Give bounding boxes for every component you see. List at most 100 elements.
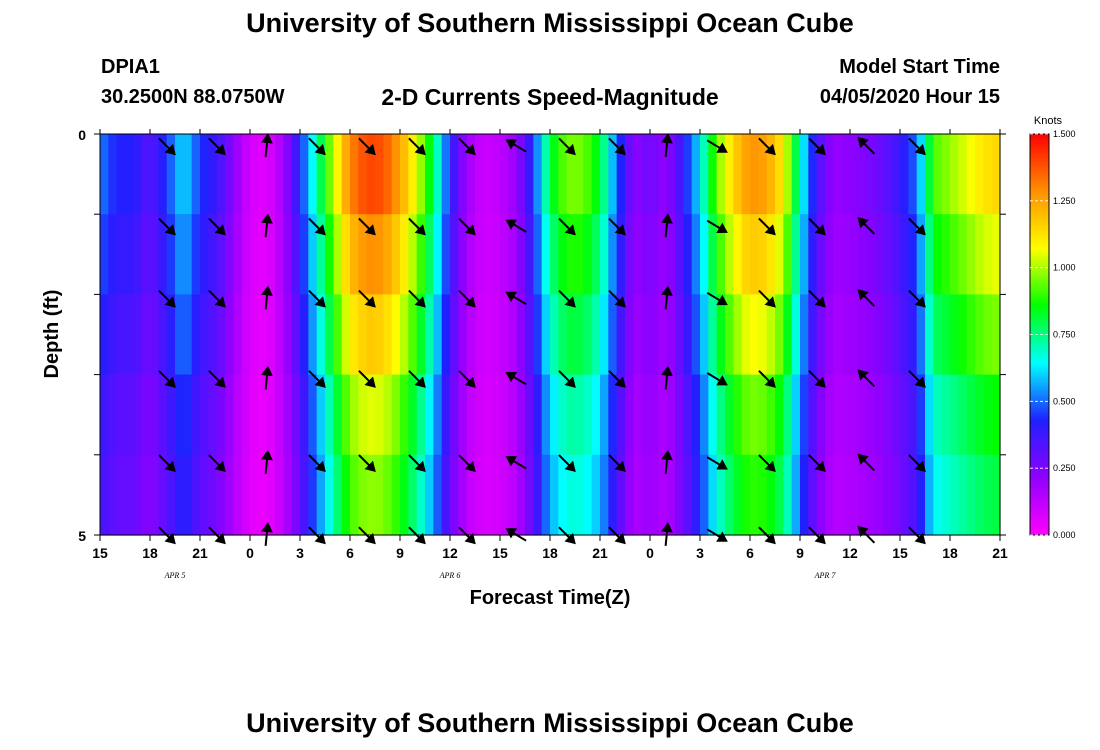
current-vector-arrow bbox=[261, 522, 273, 547]
current-vector-arrow bbox=[857, 289, 876, 307]
heat-cell bbox=[891, 134, 901, 215]
heat-cell bbox=[516, 214, 526, 295]
heat-cell bbox=[691, 374, 701, 456]
heat-cell bbox=[966, 134, 976, 215]
heat-cell bbox=[391, 454, 401, 536]
heat-cell bbox=[666, 374, 676, 456]
heat-cell bbox=[508, 374, 518, 456]
colorbar-tick-label: 0.500 bbox=[1053, 396, 1076, 406]
heat-cell bbox=[758, 374, 768, 456]
heat-cell bbox=[325, 294, 334, 376]
heat-cell bbox=[258, 294, 268, 376]
heat-cell bbox=[491, 134, 501, 215]
heat-cell bbox=[425, 454, 434, 536]
current-vector-arrow bbox=[408, 526, 426, 545]
heat-cell bbox=[850, 134, 859, 215]
heat-cell bbox=[908, 214, 918, 295]
current-vector-arrow bbox=[308, 370, 326, 388]
heat-cell bbox=[558, 214, 568, 295]
heat-cell bbox=[925, 374, 934, 456]
heat-cell bbox=[250, 294, 259, 376]
heat-cell bbox=[158, 294, 168, 376]
heat-cell bbox=[358, 374, 368, 456]
heat-cell bbox=[291, 214, 301, 295]
heat-cell bbox=[683, 214, 693, 295]
x-tick-label: 15 bbox=[892, 545, 908, 561]
heat-cell bbox=[383, 374, 393, 456]
heat-cell bbox=[525, 294, 534, 376]
current-vector-arrow bbox=[808, 137, 826, 156]
heat-cell bbox=[841, 374, 851, 456]
heat-cell bbox=[275, 134, 284, 215]
heat-cell bbox=[883, 134, 893, 215]
current-vector-arrow bbox=[758, 289, 776, 308]
heat-cell bbox=[908, 454, 918, 536]
heat-cell bbox=[391, 134, 401, 215]
heat-cell bbox=[625, 214, 634, 295]
heat-cell bbox=[733, 294, 743, 376]
heat-cell bbox=[608, 454, 618, 536]
heat-cell bbox=[825, 134, 834, 215]
heat-cell bbox=[975, 214, 984, 295]
current-vector-arrow bbox=[408, 289, 426, 308]
heat-cell bbox=[266, 134, 276, 215]
heat-cell bbox=[975, 294, 984, 376]
heat-cell bbox=[608, 134, 618, 215]
heat-cell bbox=[466, 294, 476, 376]
heat-cell bbox=[158, 454, 168, 536]
current-vector-arrow bbox=[358, 526, 376, 545]
heat-cell bbox=[983, 454, 993, 536]
heat-cell bbox=[475, 214, 484, 295]
heat-cell bbox=[966, 374, 976, 456]
heat-cell bbox=[900, 294, 909, 376]
heat-cell bbox=[500, 294, 509, 376]
heat-cell bbox=[800, 374, 809, 456]
heat-cell bbox=[908, 374, 918, 456]
heat-cell bbox=[708, 374, 718, 456]
heat-cell bbox=[966, 214, 976, 295]
heat-cell bbox=[366, 294, 376, 376]
heat-cell bbox=[800, 214, 809, 295]
heat-cell bbox=[116, 294, 126, 376]
heat-cell bbox=[700, 374, 709, 456]
heat-cell bbox=[583, 294, 593, 376]
colorbar-tick-label: 1.000 bbox=[1053, 263, 1076, 273]
current-vector-arrow bbox=[706, 528, 728, 542]
heat-cell bbox=[383, 214, 393, 295]
heat-cell bbox=[475, 374, 484, 456]
heat-cell bbox=[741, 294, 751, 376]
heat-cell bbox=[241, 134, 251, 215]
heat-cell bbox=[641, 134, 651, 215]
heat-cell bbox=[808, 294, 818, 376]
heat-cell bbox=[591, 134, 601, 215]
current-vector-arrow bbox=[208, 137, 226, 156]
heat-cell bbox=[358, 134, 368, 215]
heat-cell bbox=[650, 454, 659, 536]
heat-cell bbox=[875, 214, 884, 295]
heat-cell bbox=[316, 214, 326, 295]
current-vector-arrow bbox=[558, 289, 576, 308]
heat-cell bbox=[308, 134, 318, 215]
heat-cell bbox=[658, 214, 668, 295]
heat-cell bbox=[883, 454, 893, 536]
heat-cell bbox=[741, 454, 751, 536]
current-vector-arrow bbox=[358, 217, 376, 236]
heat-cell bbox=[791, 454, 801, 536]
heat-cell bbox=[958, 214, 968, 295]
heat-cell bbox=[150, 374, 159, 456]
heat-cell bbox=[791, 134, 801, 215]
heat-cell bbox=[675, 214, 684, 295]
current-vector-arrow bbox=[358, 454, 376, 473]
heat-cell bbox=[308, 454, 318, 536]
heat-cell bbox=[550, 454, 559, 536]
current-vector-arrow bbox=[505, 219, 527, 233]
heat-cell bbox=[633, 214, 643, 295]
heat-cell bbox=[200, 374, 209, 456]
heat-cell bbox=[533, 214, 543, 295]
x-tick-label: 12 bbox=[442, 545, 458, 561]
heat-cell bbox=[133, 374, 143, 456]
current-vector-arrow bbox=[158, 289, 176, 308]
heat-cell bbox=[925, 294, 934, 376]
heat-cell bbox=[183, 374, 193, 456]
colorbar-tick-label: 1.250 bbox=[1053, 196, 1076, 206]
